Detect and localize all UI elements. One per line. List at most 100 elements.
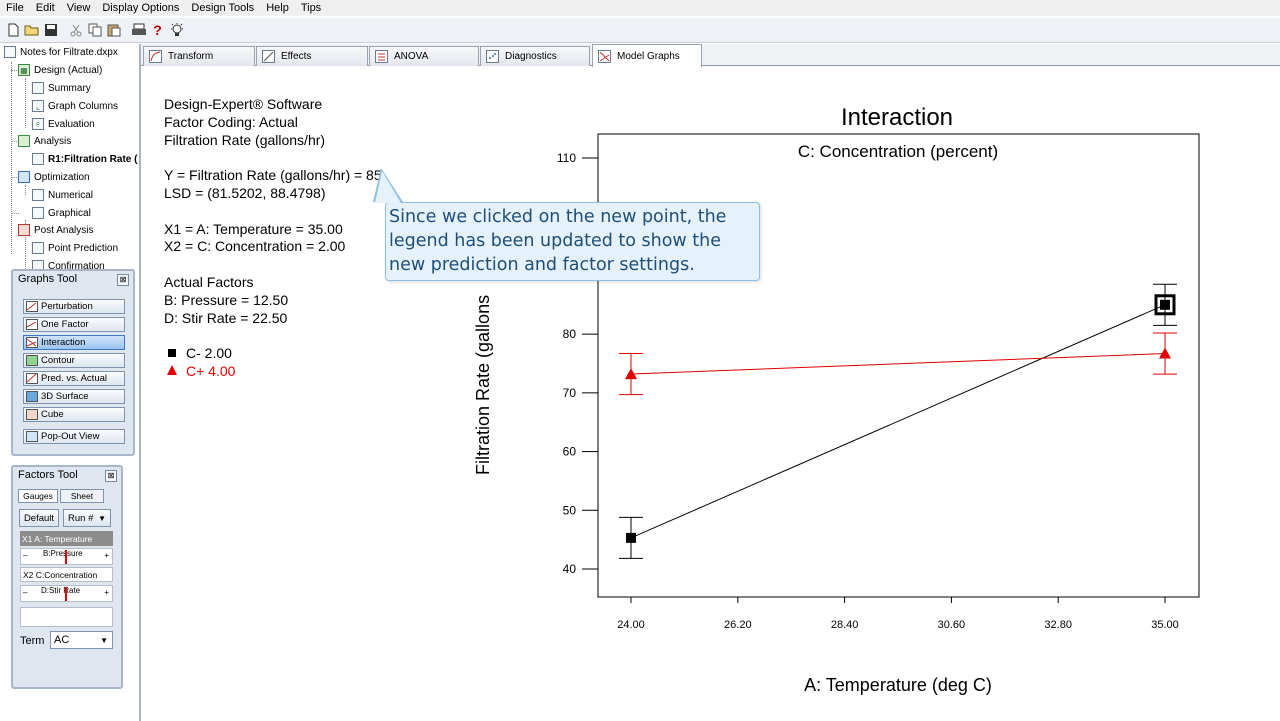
page-icon bbox=[32, 82, 44, 94]
cube-icon bbox=[26, 409, 38, 420]
legend-prediction: Y = Filtration Rate (gallons/hr) = 85 bbox=[164, 167, 382, 183]
tree-item-post-analysis[interactable]: Post Analysis bbox=[18, 222, 93, 238]
tab-effects[interactable]: Effects bbox=[256, 46, 368, 66]
tree-item-label: Evaluation bbox=[48, 118, 95, 130]
tree-item-label: Summary bbox=[48, 82, 91, 94]
legend-coding: Factor Coding: Actual bbox=[164, 114, 298, 130]
magnifier-icon: ⌕ bbox=[32, 118, 44, 130]
default-button[interactable]: Default bbox=[19, 509, 59, 527]
chevron-down-icon: ▼ bbox=[98, 513, 106, 523]
button-label: 3D Surface bbox=[41, 391, 89, 402]
close-icon[interactable]: ⊠ bbox=[117, 274, 129, 286]
tip-callout: Since we clicked on the new point, the l… bbox=[385, 202, 760, 281]
triangle-marker-icon bbox=[167, 365, 177, 375]
sheet-tab[interactable]: Sheet bbox=[60, 489, 104, 503]
tab-label: Transform bbox=[168, 51, 214, 62]
contour-button[interactable]: Contour bbox=[23, 353, 125, 368]
3d-surface-icon bbox=[26, 391, 38, 402]
tree-item-graphical[interactable]: Graphical bbox=[32, 205, 91, 221]
factor-c-concentration[interactable]: X2 C:Concentration bbox=[20, 567, 113, 582]
button-label: Interaction bbox=[41, 337, 86, 348]
menu-design-tools[interactable]: Design Tools bbox=[191, 2, 255, 14]
gauges-tab[interactable]: Gauges bbox=[18, 489, 58, 503]
cube-button[interactable]: Cube bbox=[23, 407, 125, 422]
close-icon[interactable]: ⊠ bbox=[105, 470, 117, 482]
graphs-tool-panel: Graphs Tool ⊠ Perturbation One Factor In… bbox=[11, 269, 135, 456]
run-number-label: Run # bbox=[68, 512, 94, 524]
numerical-icon bbox=[32, 189, 44, 201]
graph-icon: ⌞ bbox=[32, 100, 44, 112]
minus-icon: – bbox=[23, 588, 28, 597]
transform-icon bbox=[149, 50, 162, 63]
tab-model-graphs[interactable]: Model Graphs bbox=[592, 44, 702, 67]
pressure-slider[interactable]: – B:Pressure + bbox=[20, 548, 113, 565]
diagnostics-icon bbox=[486, 50, 499, 63]
toolbar: ? bbox=[0, 17, 1280, 43]
cut-icon[interactable] bbox=[67, 21, 84, 39]
button-label: Contour bbox=[41, 355, 75, 366]
3d-surface-button[interactable]: 3D Surface bbox=[23, 389, 125, 404]
legend-c-plus: C+ 4.00 bbox=[186, 363, 236, 379]
tree-item-r1-filtration-rate[interactable]: R1:Filtration Rate ( bbox=[32, 151, 137, 167]
one-factor-button[interactable]: One Factor bbox=[23, 317, 125, 332]
menu-edit[interactable]: Edit bbox=[35, 2, 55, 14]
legend-pressure: B: Pressure = 12.50 bbox=[164, 292, 289, 308]
paste-icon[interactable] bbox=[105, 21, 122, 39]
tree-root[interactable]: Notes for Filtrate.dxpx bbox=[4, 44, 118, 60]
tree-item-evaluation[interactable]: ⌕ Evaluation bbox=[32, 116, 95, 132]
tree-item-label: Confirmation bbox=[48, 260, 105, 272]
new-icon[interactable] bbox=[4, 21, 21, 39]
button-label: Perturbation bbox=[41, 301, 93, 312]
stir-rate-slider-handle[interactable] bbox=[65, 587, 67, 601]
tab-diagnostics[interactable]: Diagnostics bbox=[480, 46, 590, 66]
menu-view[interactable]: View bbox=[66, 2, 91, 14]
pop-out-icon bbox=[26, 431, 38, 442]
copy-icon[interactable] bbox=[86, 21, 103, 39]
tree-item-label: Design (Actual) bbox=[34, 64, 103, 76]
plus-icon: + bbox=[104, 588, 109, 597]
menu-display-options[interactable]: Display Options bbox=[102, 2, 180, 14]
tab-transform[interactable]: Transform bbox=[143, 46, 255, 66]
tip-icon[interactable] bbox=[168, 21, 185, 39]
tree-item-analysis[interactable]: Analysis bbox=[18, 133, 71, 149]
open-icon[interactable] bbox=[23, 21, 40, 39]
tree-item-label: Numerical bbox=[48, 189, 94, 201]
legend-stir-rate: D: Stir Rate = 22.50 bbox=[164, 310, 288, 326]
factor-value-box bbox=[20, 607, 113, 627]
button-label: Pop-Out View bbox=[41, 431, 100, 442]
print-icon[interactable] bbox=[130, 21, 147, 39]
menu-help[interactable]: Help bbox=[266, 2, 289, 14]
anova-icon bbox=[375, 50, 388, 63]
term-select[interactable]: AC ▼ bbox=[50, 631, 113, 649]
interaction-button[interactable]: Interaction bbox=[23, 335, 125, 350]
menu-file[interactable]: File bbox=[6, 2, 24, 14]
tree-item-label: Graph Columns bbox=[48, 100, 119, 112]
pressure-slider-handle[interactable] bbox=[65, 550, 67, 564]
pred-vs-actual-button[interactable]: Pred. vs. Actual bbox=[23, 371, 125, 386]
contour-icon bbox=[26, 355, 38, 366]
pop-out-view-button[interactable]: Pop-Out View bbox=[23, 429, 125, 444]
navigation-tree: Notes for Filtrate.dxpx ▦ Design (Actual… bbox=[0, 44, 139, 272]
stir-rate-slider[interactable]: – D:Stir Rate + bbox=[20, 585, 113, 602]
document-icon bbox=[4, 46, 16, 58]
tree-item-numerical[interactable]: Numerical bbox=[32, 187, 93, 203]
tab-anova[interactable]: ANOVA bbox=[369, 46, 479, 66]
tab-label: ANOVA bbox=[394, 51, 429, 62]
perturbation-button[interactable]: Perturbation bbox=[23, 299, 125, 314]
help-icon[interactable]: ? bbox=[153, 22, 162, 38]
tree-item-design[interactable]: ▦ Design (Actual) bbox=[18, 62, 102, 78]
save-icon[interactable] bbox=[42, 21, 59, 39]
factors-tool-title: Factors Tool bbox=[18, 469, 78, 481]
tree-item-graph-columns[interactable]: ⌞ Graph Columns bbox=[32, 98, 118, 114]
tree-item-optimization[interactable]: Optimization bbox=[18, 169, 90, 185]
factor-a-temperature[interactable]: X1 A: Temperature bbox=[20, 531, 113, 546]
tab-label: Model Graphs bbox=[617, 50, 680, 62]
effects-icon bbox=[262, 50, 275, 63]
menu-tips[interactable]: Tips bbox=[300, 2, 322, 14]
model-graph-area: Design-Expert® Software Factor Coding: A… bbox=[142, 67, 1278, 721]
graphical-icon bbox=[32, 207, 44, 219]
run-number-dropdown[interactable]: Run # ▼ bbox=[63, 509, 111, 527]
tree-item-summary[interactable]: Summary bbox=[32, 80, 91, 96]
tree-item-point-prediction[interactable]: Point Prediction bbox=[32, 240, 118, 256]
graphs-tool-title: Graphs Tool bbox=[18, 273, 78, 285]
